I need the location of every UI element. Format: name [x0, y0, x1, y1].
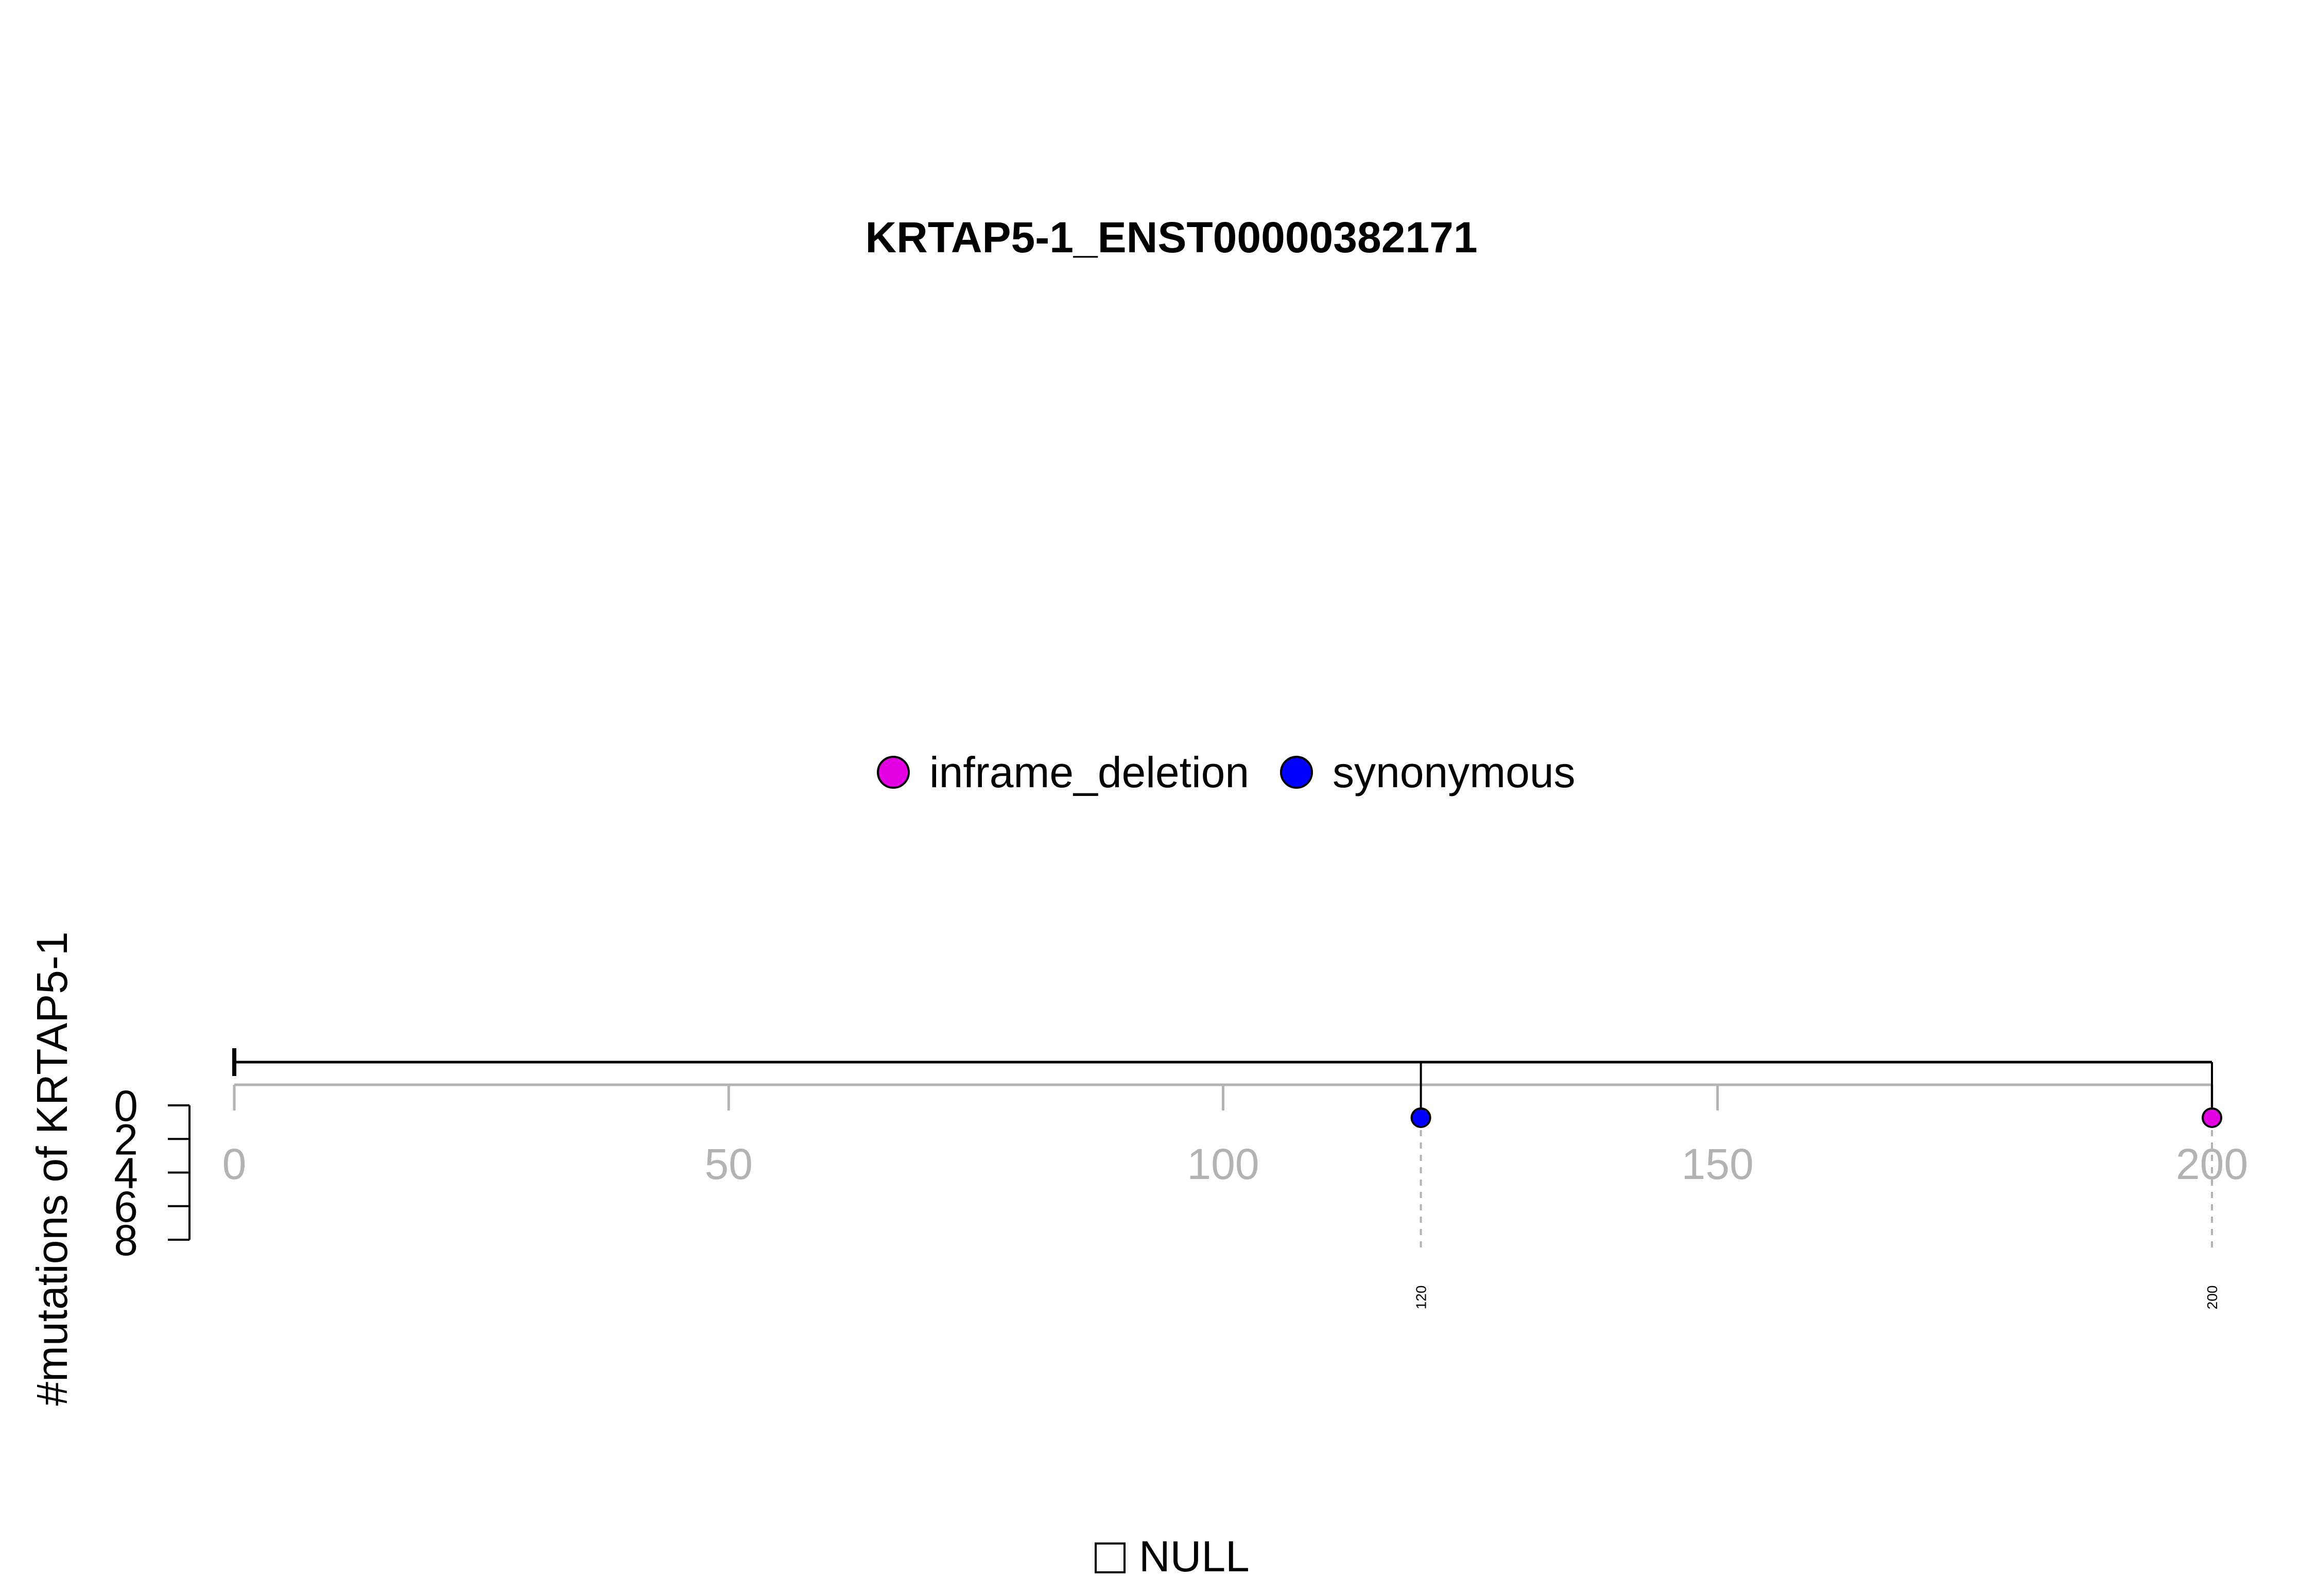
y-tick-label: 4: [114, 1149, 138, 1198]
mutation-marker: [2202, 1107, 2222, 1128]
y-tick-label: 0: [114, 1082, 138, 1130]
protein-backbone: [232, 1048, 2212, 1076]
x-tick-label: 50: [705, 1140, 753, 1188]
x-axis: 0 50 100 150 200: [222, 1083, 2248, 1188]
x-tick-label: 100: [1187, 1140, 1259, 1188]
domain-legend: NULL: [1095, 1532, 1250, 1581]
domain-legend-label: NULL: [1139, 1532, 1250, 1581]
mutation-marker: [1410, 1107, 1431, 1128]
legend-label: inframe_deletion: [929, 748, 1249, 796]
x-tick-label: 0: [222, 1140, 247, 1188]
legend-label: synonymous: [1333, 748, 1576, 796]
legend-marker: [877, 756, 910, 789]
y-tick-label: 2: [114, 1115, 138, 1164]
mutation-markers: 120 200: [1410, 1062, 2222, 1310]
mutation-position-label: 200: [2204, 1286, 2220, 1310]
domain-legend-swatch: [1095, 1542, 1126, 1573]
mutation-position-label: 120: [1413, 1286, 1429, 1310]
y-tick-label: 6: [114, 1183, 138, 1231]
x-tick-label: 150: [1682, 1140, 1754, 1188]
chart-title: KRTAP5-1_ENST00000382171: [865, 213, 1477, 262]
y-axis-label: #mutations of KRTAP5-1: [28, 931, 76, 1406]
legend: inframe_deletion synonymous: [877, 748, 1576, 796]
legend-marker: [1280, 756, 1313, 789]
y-tick-label: 8: [114, 1216, 138, 1264]
